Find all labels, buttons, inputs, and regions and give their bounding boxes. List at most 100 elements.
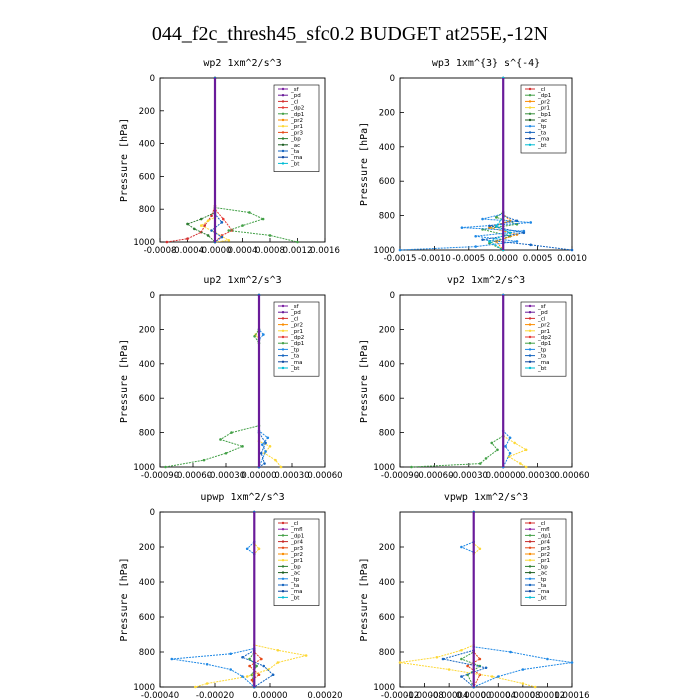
- legend-label: _dp1: [290, 533, 304, 539]
- legend-label: _ta: [537, 130, 546, 136]
- data-point: [474, 245, 477, 248]
- y-tick-label: 800: [139, 429, 155, 439]
- data-point: [248, 664, 251, 668]
- series-line_dp1: [460, 512, 481, 688]
- legend-label: _bt: [537, 143, 547, 149]
- series-line_tp: [502, 295, 511, 468]
- legend-marker: [528, 354, 532, 357]
- x-tick-label: -0.00040: [141, 691, 179, 700]
- data-point: [546, 657, 549, 661]
- y-tick-label: 0: [150, 291, 155, 301]
- legend-label: _pd: [290, 310, 301, 316]
- data-point: [229, 668, 233, 671]
- legend-label: _ma: [290, 589, 302, 595]
- data-point: [279, 465, 283, 469]
- legend-marker: [281, 118, 285, 122]
- data-point: [165, 240, 169, 244]
- figure-title: 044_f2c_thresh45_sfc0.2 BUDGET at255E,-1…: [152, 23, 548, 45]
- data-point: [257, 673, 261, 677]
- legend-label: _pr3: [290, 130, 304, 136]
- legend-marker: [528, 112, 532, 116]
- x-tick-label: -0.00030: [450, 471, 488, 481]
- x-tick-label: 0.00060: [554, 471, 589, 481]
- data-point: [248, 657, 251, 661]
- data-point: [271, 673, 275, 677]
- data-point: [398, 661, 402, 664]
- legend-marker: [528, 366, 532, 370]
- series-line_dp1: [248, 512, 258, 688]
- data-point: [186, 237, 189, 241]
- y-tick-label: 600: [379, 394, 395, 404]
- data-point: [508, 451, 512, 455]
- data-point: [447, 668, 451, 671]
- series-line_dp2: [214, 78, 233, 243]
- x-tick-label: 0.00020: [307, 691, 342, 700]
- legend-label: _pd: [290, 93, 301, 99]
- legend-label: _ac: [537, 118, 547, 124]
- panel-2: up2 1xm^2/s^3 Pressure [hPa] 0 200 400 600 800…: [119, 275, 343, 481]
- y-tick-label: 400: [379, 578, 395, 588]
- legend-marker: [281, 342, 285, 345]
- x-tick-label: -0.00012: [381, 691, 419, 700]
- legend-label: _dp1: [537, 341, 551, 347]
- x-tick-label: 0.00004: [481, 691, 516, 700]
- legend-label: _bp: [290, 564, 301, 570]
- x-tick-label: -0.0004: [171, 246, 204, 256]
- data-point: [266, 436, 270, 440]
- x-tick-label: 0.0004: [228, 246, 258, 256]
- y-tick-label: 800: [379, 648, 395, 658]
- data-point: [441, 657, 445, 661]
- y-tick-label: 0: [390, 291, 395, 301]
- data-point: [488, 240, 491, 243]
- data-point: [508, 436, 512, 440]
- legend-marker: [281, 106, 285, 109]
- legend-marker: [281, 156, 285, 159]
- legend-marker: [528, 317, 532, 320]
- legend-marker: [281, 317, 285, 320]
- y-axis-label: Pressure [hPa]: [359, 557, 370, 641]
- legend-label: _mfl: [537, 527, 550, 533]
- legend-marker: [281, 87, 285, 91]
- data-point: [230, 431, 233, 434]
- data-point: [474, 234, 477, 238]
- legend-marker: [281, 329, 285, 332]
- data-point: [206, 234, 210, 237]
- y-tick-label: 200: [379, 325, 395, 335]
- legend-label: _cl: [290, 521, 299, 527]
- y-tick-label: 200: [139, 325, 155, 335]
- legend-marker: [528, 348, 532, 351]
- panel-0: wp2 1xm^2/s^3 Pressure [hPa] 0 200 400 600 800…: [119, 58, 340, 256]
- legend-label: _tp: [290, 347, 300, 353]
- legend-marker: [281, 137, 285, 140]
- legend-label: _ma: [290, 360, 302, 366]
- series-line_dp1: [214, 78, 298, 243]
- data-point: [224, 451, 228, 455]
- x-tick-label: -0.0005: [452, 254, 485, 264]
- legend-marker: [281, 546, 285, 549]
- legend-label: _cl: [290, 316, 299, 322]
- legend-marker: [281, 571, 285, 574]
- y-tick-label: 0: [390, 74, 395, 84]
- legend-label: _cl: [537, 521, 546, 527]
- data-point: [262, 664, 266, 668]
- y-tick-label: 0: [150, 508, 155, 518]
- legend-marker: [528, 571, 532, 574]
- data-point: [194, 685, 197, 689]
- data-point: [496, 448, 499, 452]
- data-point: [164, 465, 167, 469]
- legend-label: _ta: [537, 583, 546, 589]
- data-point: [202, 458, 206, 462]
- legend-marker: [528, 311, 532, 314]
- data-point: [410, 465, 413, 469]
- legend-marker: [281, 521, 285, 525]
- legend-marker: [528, 100, 532, 103]
- data-point: [203, 224, 206, 227]
- x-tick-label: 0.0012: [283, 246, 313, 256]
- y-tick-label: 800: [379, 429, 395, 439]
- x-tick-label: -0.00060: [174, 471, 212, 481]
- data-point: [253, 334, 256, 338]
- data-point: [529, 243, 533, 247]
- legend-marker: [528, 546, 532, 549]
- data-point: [219, 438, 222, 441]
- series-line_pr1: [399, 512, 536, 688]
